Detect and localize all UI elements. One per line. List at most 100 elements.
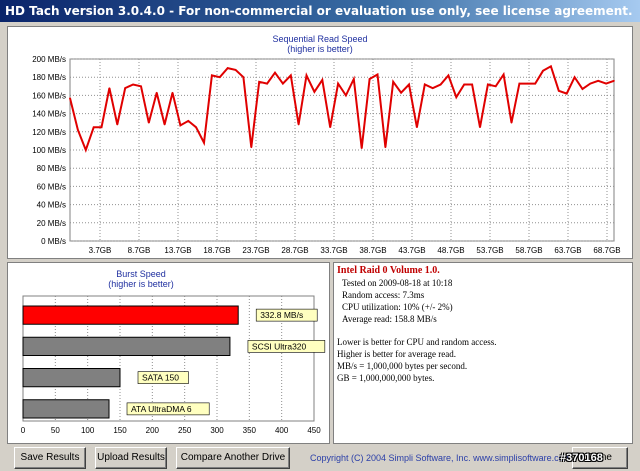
seq-y-tick-label: 20 MB/s	[37, 219, 66, 228]
seq-data-point	[132, 83, 134, 86]
seq-data-point	[282, 82, 284, 85]
burst-bar-label-box	[255, 308, 318, 322]
seq-series-line	[69, 64, 615, 153]
burst-x-tick-label: 200	[146, 426, 160, 435]
seq-data-point	[329, 126, 331, 129]
window-title: HD Tach version 3.0.4.0 - For non-commer…	[0, 0, 640, 22]
burst-chart-subtitle: (higher is better)	[108, 279, 174, 289]
burst-bar-label-box	[126, 402, 210, 416]
done-button[interactable]: Done	[572, 447, 628, 469]
seq-data-point	[518, 82, 521, 85]
seq-data-point	[526, 82, 529, 85]
sequential-read-chart: Sequential Read Speed (higher is better)…	[32, 34, 620, 255]
seq-data-point	[510, 121, 513, 124]
seq-data-point	[423, 83, 426, 86]
seq-y-tick-label: 80 MB/s	[37, 164, 66, 173]
burst-bar	[22, 336, 231, 356]
seq-x-tick-label: 48.7GB	[437, 246, 464, 255]
seq-data-point	[360, 147, 363, 149]
seq-y-tick-label: 160 MB/s	[32, 91, 66, 100]
seq-x-tick-label: 13.7GB	[164, 246, 191, 255]
note-mbs-definition: MB/s = 1,000,000 bytes per second.	[337, 361, 468, 371]
drive-name: Intel Raid 0 Volume 1.0.	[337, 265, 440, 276]
compare-drive-button[interactable]: Compare Another Drive	[176, 447, 290, 469]
seq-x-tick-label: 38.7GB	[359, 246, 386, 255]
burst-x-tick-label: 0	[21, 426, 26, 435]
seq-data-point	[613, 80, 615, 82]
upload-results-button[interactable]: Upload Results	[95, 447, 167, 469]
seq-data-point	[274, 71, 276, 74]
burst-x-tick-label: 450	[307, 426, 321, 435]
seq-data-point	[242, 76, 245, 78]
burst-bar-label: ATA UltraDMA 6	[131, 404, 192, 414]
burst-plot-frame	[22, 295, 315, 422]
seq-data-point	[550, 65, 552, 68]
seq-data-point	[187, 120, 190, 122]
seq-y-tick-label: 60 MB/s	[37, 182, 66, 191]
seq-data-point	[84, 149, 87, 151]
tested-date: Tested on 2009-08-18 at 10:18	[342, 278, 453, 288]
seq-x-tick-label: 28.7GB	[281, 246, 308, 255]
seq-x-tick-label: 23.7GB	[242, 246, 269, 255]
seq-chart-subtitle: (higher is better)	[287, 44, 353, 54]
seq-data-point	[92, 126, 95, 129]
seq-data-point	[565, 92, 568, 95]
burst-bar	[22, 399, 110, 419]
seq-data-point	[77, 129, 79, 131]
seq-data-point	[376, 73, 379, 76]
seq-data-point	[226, 67, 229, 69]
seq-data-point	[392, 80, 395, 83]
cpu-utilization: CPU utilization: 10% (+/- 2%)	[342, 302, 453, 312]
seq-data-point	[250, 146, 253, 149]
seq-data-point	[171, 91, 174, 94]
seq-data-point	[400, 91, 402, 94]
sequential-read-panel: Sequential Read Speed (higher is better)…	[7, 26, 633, 259]
burst-x-tick-label: 350	[243, 426, 257, 435]
seq-data-point	[337, 82, 339, 85]
seq-data-point	[455, 96, 458, 99]
seq-x-tick-label: 8.7GB	[128, 246, 151, 255]
seq-data-point	[179, 124, 182, 127]
burst-bar-label-box	[137, 371, 189, 384]
seq-data-point	[108, 87, 111, 89]
seq-data-point	[502, 73, 505, 76]
seq-data-point	[384, 146, 387, 149]
seq-data-point	[218, 76, 221, 78]
seq-data-point	[258, 80, 261, 83]
note-higher-better: Higher is better for average read.	[337, 349, 456, 359]
seq-data-point	[163, 123, 166, 126]
seq-data-point	[558, 90, 560, 92]
seq-data-point	[494, 85, 497, 88]
copyright-text: Copyright (C) 2004 Simpli Software, Inc.…	[310, 453, 572, 463]
note-gb-definition: GB = 1,000,000,000 bytes.	[337, 373, 435, 383]
seq-data-point	[69, 97, 71, 99]
seq-data-point	[605, 82, 607, 85]
seq-data-point	[573, 76, 576, 78]
seq-data-point	[345, 94, 347, 97]
results-info-panel: Intel Raid 0 Volume 1.0. Tested on 2009-…	[333, 262, 633, 444]
burst-x-tick-label: 100	[81, 426, 95, 435]
seq-data-point	[234, 69, 237, 71]
burst-bar	[22, 368, 121, 388]
seq-data-point	[447, 74, 450, 77]
seq-data-point	[297, 123, 300, 126]
seq-data-point	[195, 126, 197, 129]
burst-x-tick-label: 250	[178, 426, 192, 435]
seq-data-point	[479, 126, 481, 129]
burst-bar	[22, 305, 239, 325]
seq-data-point	[408, 83, 410, 86]
seq-data-point	[463, 83, 466, 86]
seq-data-point	[124, 87, 126, 89]
seq-data-point	[266, 82, 268, 85]
seq-data-point	[100, 126, 103, 129]
seq-data-point	[487, 83, 489, 86]
image-watermark: #370168	[560, 452, 603, 464]
save-results-button[interactable]: Save Results	[14, 447, 86, 469]
seq-data-point	[581, 88, 584, 90]
seq-y-tick-label: 120 MB/s	[32, 128, 66, 137]
seq-x-tick-label: 63.7GB	[554, 246, 581, 255]
burst-x-tick-label: 400	[275, 426, 289, 435]
seq-data-point	[471, 83, 473, 86]
burst-x-tick-label: 300	[210, 426, 224, 435]
seq-data-point	[431, 87, 434, 89]
